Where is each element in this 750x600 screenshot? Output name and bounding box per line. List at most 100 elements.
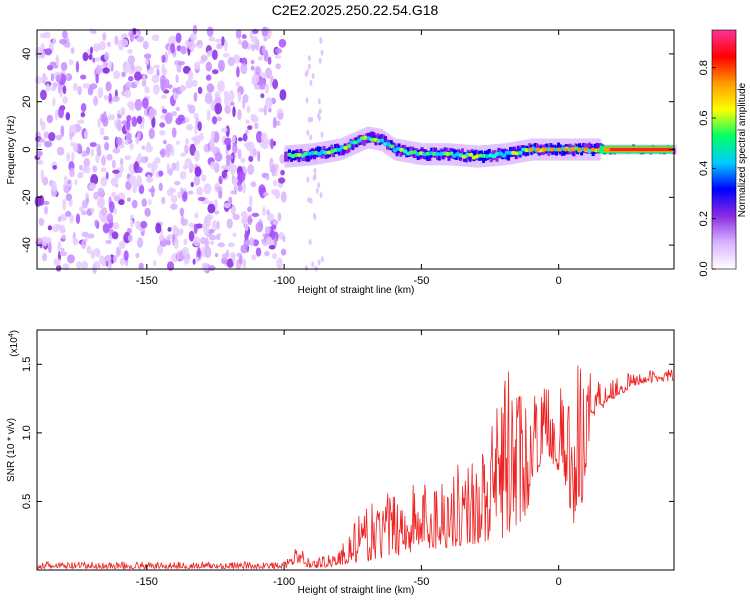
- spectrogram-noise-cell: [118, 199, 125, 206]
- spectrogram-noise-cell: [134, 71, 142, 82]
- spectrogram-noise-cell: [48, 132, 56, 142]
- spectrogram-noise-cell: [233, 54, 241, 64]
- spectrogram-track-peak: [336, 147, 342, 152]
- spectrogram-noise-cell: [160, 196, 166, 205]
- spectrogram-noise-cell: [97, 117, 102, 129]
- spectrogram-noise-cell: [120, 106, 126, 116]
- spectrogram-noise-cell: [217, 80, 225, 93]
- spectrogram-noise-cell: [186, 123, 194, 131]
- spectrogram-noise-cell: [235, 28, 242, 39]
- spectrogram-noise-cell: [236, 66, 240, 78]
- spectrogram-track-peak: [576, 147, 582, 152]
- spectrogram-noise-cell: [204, 237, 209, 249]
- spectrogram-noise-cell: [317, 98, 321, 105]
- spectrogram-noise-cell: [254, 122, 259, 130]
- spectrogram-noise-cell: [208, 234, 217, 241]
- spectrogram-noise-cell: [158, 182, 163, 192]
- spectrogram-noise-cell: [192, 236, 201, 247]
- spectrogram-noise-cell: [89, 182, 97, 190]
- spectrogram-noise-cell: [179, 84, 186, 93]
- spectrogram-track-peak: [517, 150, 523, 155]
- spectrogram-noise-cell: [175, 106, 181, 112]
- spectrogram-noise-cell: [81, 231, 89, 238]
- spectrogram-noise-cell: [180, 152, 186, 157]
- spectrogram-noise-cell: [57, 216, 62, 223]
- spectrogram-noise-cell: [141, 79, 147, 88]
- spectrogram-noise-cell: [243, 223, 249, 229]
- spectrogram-noise-cell: [127, 49, 133, 55]
- spectrogram-noise-cell: [62, 198, 67, 211]
- spectrogram-noise-cell: [102, 111, 107, 124]
- spectrogram-noise-cell: [84, 237, 89, 242]
- spectrogram-noise-cell: [184, 144, 189, 155]
- spectrogram-noise-cell: [51, 191, 56, 197]
- spectrogram-noise-cell: [232, 232, 237, 238]
- spectrogram-noise-cell: [42, 253, 48, 262]
- spectrogram-track-cell: [370, 131, 374, 142]
- spectrogram-noise-cell: [102, 223, 110, 234]
- spectrogram-noise-cell: [216, 220, 220, 230]
- spectrogram-track-peak: [569, 147, 575, 152]
- spectrogram-noise-cell: [214, 253, 219, 258]
- spectrogram-noise-cell: [221, 127, 228, 133]
- spectrogram-track-peak: [501, 153, 507, 158]
- spectrogram-noise-cell: [274, 163, 280, 172]
- spectrogram-noise-cell: [218, 189, 223, 199]
- spectrogram-noise-cell: [102, 67, 110, 74]
- spectrogram-noise-cell: [250, 65, 255, 71]
- spectrogram-noise-cell: [270, 75, 274, 83]
- spectrogram-y-ticks: -40 -20 0 20 40: [21, 48, 674, 253]
- spectrogram-noise-cell: [240, 211, 247, 218]
- spectrogram-noise-cell: [176, 250, 180, 262]
- spectrogram-noise-cell: [282, 235, 286, 243]
- spectrogram-noise-cell: [128, 76, 134, 82]
- spectrogram-noise-cell: [268, 107, 272, 113]
- spectrogram-noise-cell: [90, 148, 95, 157]
- spectrogram-noise-cell: [47, 225, 53, 231]
- spectrogram-y-tick-label: 0: [21, 146, 33, 152]
- spectrogram-track-cell: [595, 142, 599, 153]
- spectrogram-noise-cell: [65, 112, 71, 121]
- spectrogram-noise-cell: [223, 94, 230, 107]
- spectrogram-noise-cell: [161, 108, 168, 114]
- spectrogram-noise-cell: [221, 170, 228, 179]
- spectrogram-panel: -150 -100 -50 0 -40 -20 0 20 40 Height of strai…: [6, 24, 677, 296]
- colorbar-label: Normalized spectral amplitude: [737, 82, 748, 217]
- spectrogram-noise-cell: [148, 198, 152, 206]
- spectrogram-noise-cell: [232, 213, 240, 221]
- spectrogram-track-peak: [389, 144, 395, 149]
- spectrogram-noise-cell: [199, 43, 203, 49]
- spectrogram-noise-cell: [237, 184, 243, 192]
- spectrogram-noise-cell: [118, 240, 126, 250]
- spectrogram-noise-cell: [36, 237, 44, 242]
- spectrogram-noise-cell: [278, 38, 287, 48]
- spectrogram-noise-cell: [34, 76, 43, 84]
- spectrogram-noise-cell: [96, 145, 101, 156]
- spectrogram-noise-cell: [144, 207, 151, 217]
- spectrogram-noise-cell: [89, 142, 97, 148]
- spectrogram-noise-cell: [206, 26, 214, 37]
- spectrogram-noise-cell: [136, 35, 145, 43]
- spectrogram-noise-cell: [210, 161, 216, 170]
- spectrogram-noise-cell: [263, 104, 268, 116]
- snr-frame: [36, 329, 675, 571]
- spectrogram-noise-cell: [172, 188, 176, 193]
- spectrogram-noise-cell: [308, 238, 312, 245]
- spectrogram-noise-cell: [307, 63, 311, 70]
- spectrogram-noise-cell: [255, 130, 263, 143]
- spectrogram-noise-cell: [85, 146, 91, 154]
- spectrogram-track-cell: [284, 151, 288, 162]
- spectrogram-noise-cell: [272, 78, 279, 90]
- spectrogram-track-cell: [362, 135, 366, 146]
- spectrogram-noise-cell: [52, 165, 57, 170]
- spectrogram-noise-cell: [92, 95, 99, 106]
- spectrogram-noise-cell: [314, 265, 318, 272]
- spectrogram-noise-cell: [209, 144, 216, 153]
- spectrogram-noise-cell: [307, 116, 311, 123]
- spectrogram-noise-cell: [192, 136, 197, 142]
- spectrogram-noise-cell: [136, 115, 143, 125]
- spectrogram-noise-cell: [266, 209, 271, 216]
- spectrogram-noise-cell: [161, 54, 166, 63]
- spectrogram-noise-cell: [60, 61, 68, 72]
- spectrogram-track-peak: [583, 147, 589, 152]
